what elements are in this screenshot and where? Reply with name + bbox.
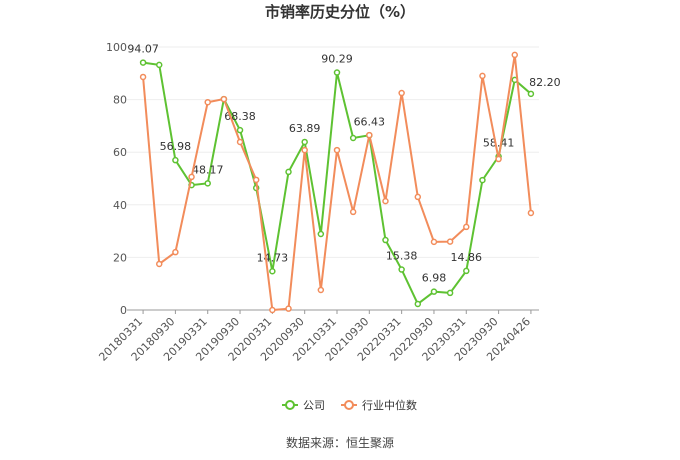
chart-title: 市销率历史分位（%）	[265, 3, 415, 21]
point	[236, 138, 244, 146]
data-label: 14.86	[451, 251, 483, 264]
point	[479, 176, 486, 184]
data-label: 66.43	[354, 115, 386, 128]
data-label: 58.41	[483, 136, 515, 149]
y-tick-label: 100	[106, 41, 127, 54]
point	[527, 209, 535, 217]
point	[188, 173, 195, 181]
y-tick-label: 0	[120, 304, 127, 317]
point	[366, 131, 373, 139]
point	[527, 90, 535, 98]
data-label: 94.07	[127, 43, 159, 56]
point	[382, 236, 389, 244]
source: 数据来源：恒生聚源	[286, 435, 394, 450]
y-tick-label: 80	[113, 94, 127, 107]
legend-marker	[285, 400, 295, 410]
point	[269, 268, 276, 275]
point	[349, 134, 357, 142]
point	[236, 126, 244, 134]
data-label: 56.98	[160, 140, 192, 153]
point	[155, 260, 163, 268]
series-line	[142, 54, 532, 312]
point	[301, 146, 308, 154]
data-label: 15.38	[386, 250, 418, 263]
point	[204, 98, 211, 106]
point	[430, 288, 438, 295]
point	[430, 238, 438, 246]
point	[155, 61, 163, 69]
point	[139, 73, 147, 81]
point	[446, 238, 454, 245]
point	[172, 248, 179, 256]
legend-marker	[344, 400, 354, 410]
point	[414, 300, 422, 308]
data-label: 6.98	[422, 272, 447, 285]
point	[139, 59, 147, 66]
series-line	[142, 61, 532, 306]
legend-label: 公司	[303, 399, 325, 412]
point	[252, 176, 260, 184]
point	[269, 306, 276, 314]
point	[495, 155, 502, 163]
point	[414, 193, 422, 201]
point	[220, 95, 228, 103]
point	[463, 267, 470, 275]
point	[301, 138, 308, 146]
y-tick-label: 20	[113, 251, 127, 264]
point	[333, 146, 341, 154]
point	[317, 286, 325, 294]
legend-label: 行业中位数	[362, 398, 417, 412]
y-tick-label: 60	[113, 146, 127, 159]
point	[398, 89, 405, 97]
point	[172, 156, 179, 164]
point	[511, 51, 519, 59]
point	[204, 180, 211, 187]
point	[398, 266, 405, 273]
point	[349, 208, 357, 216]
point	[317, 230, 325, 238]
data-label: 14.73	[257, 251, 289, 264]
data-label: 82.20	[529, 76, 561, 89]
point	[463, 223, 470, 231]
point	[333, 69, 341, 76]
point	[285, 168, 292, 176]
point	[285, 305, 292, 312]
point	[382, 197, 389, 205]
data-label: 63.89	[289, 122, 321, 135]
y-tick-label: 40	[113, 199, 127, 212]
point	[446, 289, 454, 297]
data-label: 48.17	[192, 163, 224, 176]
data-label: 90.29	[321, 53, 353, 66]
point	[479, 72, 486, 80]
